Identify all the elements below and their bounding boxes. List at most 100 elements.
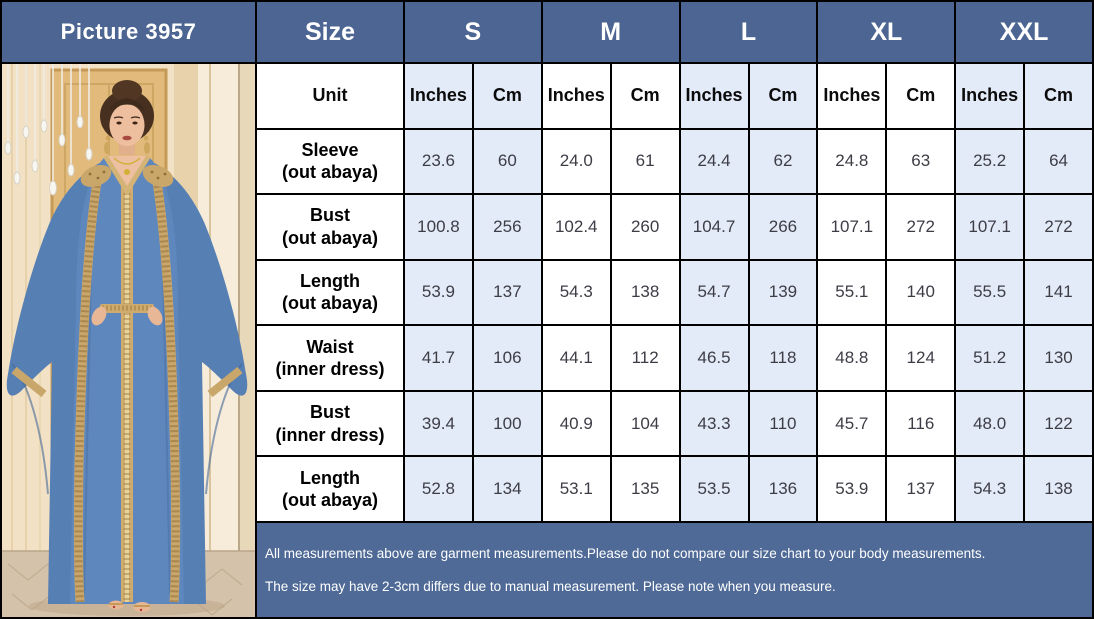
value-cell: 260: [611, 195, 679, 259]
value-cell: 100.8: [405, 195, 472, 259]
unit-header: Unit: [257, 64, 403, 128]
value-cell: 137: [473, 260, 541, 325]
unit-inches: Inches: [956, 64, 1024, 128]
size-col-xl: XL: [818, 2, 955, 62]
value-cell: 106: [473, 326, 541, 390]
unit-cm: Cm: [887, 64, 955, 128]
row-label-length-out: Length (out abaya): [257, 260, 403, 325]
value-cell: 43.3: [680, 391, 748, 456]
product-photo: [2, 64, 255, 617]
value-cell: 24.8: [818, 129, 886, 194]
unit-inches: Inches: [818, 64, 886, 128]
row-label-length-out-2: Length (out abaya): [257, 457, 403, 521]
note-manual-measurement: The size may have 2-3cm differs due to m…: [265, 579, 836, 595]
value-cell: 102.4: [542, 195, 610, 259]
value-cell: 24.4: [680, 129, 748, 194]
unit-cm: Cm: [1025, 64, 1092, 128]
value-cell: 48.8: [818, 326, 886, 390]
model-face: [109, 98, 145, 146]
size-col-s: S: [405, 2, 541, 62]
value-cell: 61: [611, 129, 679, 194]
value-cell: 122: [1025, 391, 1092, 456]
row-label-bust-inner: Bust (inner dress): [257, 391, 403, 456]
value-cell: 46.5: [680, 326, 748, 390]
picture-panel: Picture 3957: [2, 2, 255, 617]
value-cell: 135: [611, 457, 679, 521]
unit-cm: Cm: [473, 64, 541, 128]
value-cell: 110: [749, 391, 817, 456]
row-label-waist-inner: Waist (inner dress): [257, 326, 403, 390]
value-cell: 107.1: [818, 195, 886, 259]
value-cell: 134: [473, 457, 541, 521]
size-col-l: L: [680, 2, 817, 62]
value-cell: 24.0: [542, 129, 610, 194]
row-label-bust-out: Bust (out abaya): [257, 195, 403, 259]
value-cell: 44.1: [542, 326, 610, 390]
model: [6, 80, 248, 612]
model-photo-illustration: [2, 64, 255, 617]
measure-scope: (out abaya): [281, 162, 378, 183]
value-cell: 112: [611, 326, 679, 390]
size-header: Size: [257, 2, 403, 62]
value-cell: 23.6: [405, 129, 472, 194]
unit-cm: Cm: [611, 64, 679, 128]
value-cell: 54.7: [680, 260, 748, 325]
measure-scope: (out abaya): [281, 227, 378, 248]
measure-scope: (inner dress): [275, 359, 385, 380]
value-cell: 51.2: [956, 326, 1024, 390]
measurement-notes: All measurements above are garment measu…: [257, 523, 1092, 617]
size-table: Size S M L XL XXL Unit Inches Cm Inches …: [257, 2, 1092, 617]
necklace: [113, 157, 141, 165]
sandals: [108, 600, 151, 612]
value-cell: 60: [473, 129, 541, 194]
necklace-pendant: [124, 169, 130, 175]
unit-inches: Inches: [542, 64, 610, 128]
value-cell: 138: [1025, 457, 1092, 521]
picture-title: Picture 3957: [2, 2, 255, 62]
value-cell: 54.3: [542, 260, 610, 325]
value-cell: 62: [749, 129, 817, 194]
measure-name: Bust: [310, 205, 350, 226]
value-cell: 136: [749, 457, 817, 521]
value-cell: 64: [1025, 129, 1092, 194]
chandelier: [4, 64, 93, 196]
earrings: [104, 135, 150, 154]
value-cell: 54.3: [956, 457, 1024, 521]
value-cell: 118: [749, 326, 817, 390]
value-cell: 137: [887, 457, 955, 521]
value-cell: 104.7: [680, 195, 748, 259]
unit-inches: Inches: [405, 64, 472, 128]
gold-trim: [11, 154, 243, 603]
measure-name: Length: [300, 467, 360, 488]
value-cell: 25.2: [956, 129, 1024, 194]
value-cell: 55.5: [956, 260, 1024, 325]
measure-name: Bust: [310, 402, 350, 423]
value-cell: 256: [473, 195, 541, 259]
value-cell: 266: [749, 195, 817, 259]
value-cell: 138: [611, 260, 679, 325]
measure-scope: (inner dress): [275, 424, 385, 445]
value-cell: 53.9: [818, 457, 886, 521]
value-cell: 39.4: [405, 391, 472, 456]
note-garment-measurements: All measurements above are garment measu…: [265, 545, 986, 561]
value-cell: 53.5: [680, 457, 748, 521]
value-cell: 45.7: [818, 391, 886, 456]
value-cell: 48.0: [956, 391, 1024, 456]
value-cell: 116: [887, 391, 955, 456]
value-cell: 107.1: [956, 195, 1024, 259]
value-cell: 52.8: [405, 457, 472, 521]
value-cell: 139: [749, 260, 817, 325]
value-cell: 141: [1025, 260, 1092, 325]
size-col-m: M: [542, 2, 679, 62]
measure-name: Sleeve: [301, 139, 359, 160]
value-cell: 40.9: [542, 391, 610, 456]
measure-name: Length: [300, 270, 360, 291]
value-cell: 272: [1025, 195, 1092, 259]
measure-name: Waist: [306, 336, 354, 357]
value-cell: 53.1: [542, 457, 610, 521]
unit-inches: Inches: [680, 64, 748, 128]
measure-scope: (out abaya): [281, 490, 378, 511]
hands: [91, 306, 163, 326]
value-cell: 140: [887, 260, 955, 325]
row-label-sleeve-out: Sleeve (out abaya): [257, 129, 403, 194]
